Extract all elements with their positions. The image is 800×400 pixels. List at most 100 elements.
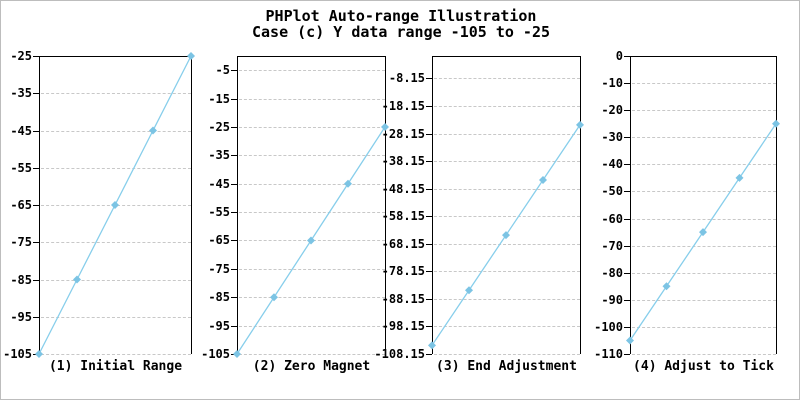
data-point-marker bbox=[73, 275, 81, 284]
y-tick-mark bbox=[624, 327, 630, 328]
y-gridline bbox=[41, 168, 191, 169]
y-tick-label: -95 bbox=[208, 319, 230, 333]
y-gridline bbox=[41, 242, 191, 243]
y-gridline bbox=[434, 78, 580, 79]
y-tick-mark bbox=[624, 219, 630, 220]
y-tick-label: -38.15 bbox=[381, 154, 425, 168]
y-gridline bbox=[239, 354, 385, 355]
y-tick-label: -58.15 bbox=[381, 209, 425, 223]
y-tick-label: -65 bbox=[10, 198, 32, 212]
data-point-marker bbox=[270, 293, 278, 302]
y-gridline bbox=[434, 161, 580, 162]
y-tick-mark bbox=[33, 93, 39, 94]
y-tick-mark bbox=[426, 134, 432, 135]
y-tick-mark bbox=[624, 300, 630, 301]
y-tick-mark bbox=[231, 269, 237, 270]
y-tick-mark bbox=[231, 155, 237, 156]
y-tick-mark bbox=[231, 297, 237, 298]
data-point-marker bbox=[35, 350, 43, 358]
y-tick-label: -50 bbox=[601, 184, 623, 198]
y-tick-label: -35 bbox=[10, 86, 32, 100]
y-tick-label: -100 bbox=[594, 320, 623, 334]
y-tick-mark bbox=[426, 299, 432, 300]
y-gridline bbox=[632, 273, 776, 274]
y-gridline bbox=[434, 299, 580, 300]
y-gridline bbox=[632, 354, 776, 355]
y-tick-mark bbox=[426, 244, 432, 245]
y-tick-mark bbox=[33, 280, 39, 281]
y-gridline bbox=[239, 212, 385, 213]
y-tick-mark bbox=[33, 56, 39, 57]
y-tick-label: -88.15 bbox=[381, 292, 425, 306]
y-tick-mark bbox=[426, 326, 432, 327]
y-tick-mark bbox=[426, 161, 432, 162]
y-tick-mark bbox=[33, 168, 39, 169]
y-tick-mark bbox=[231, 326, 237, 327]
y-tick-mark bbox=[33, 317, 39, 318]
plot-area-3 bbox=[432, 56, 581, 354]
y-tick-mark bbox=[624, 137, 630, 138]
y-tick-label: -25 bbox=[10, 49, 32, 63]
y-tick-mark bbox=[33, 131, 39, 132]
data-point-marker bbox=[662, 282, 671, 291]
y-gridline bbox=[632, 327, 776, 328]
y-tick-mark bbox=[231, 127, 237, 128]
y-tick-label: -85 bbox=[10, 273, 32, 287]
y-tick-label: -75 bbox=[10, 235, 32, 249]
y-tick-mark bbox=[33, 242, 39, 243]
y-gridline bbox=[239, 326, 385, 327]
data-series-3 bbox=[428, 120, 584, 350]
y-tick-label: -68.15 bbox=[381, 237, 425, 251]
y-tick-mark bbox=[624, 273, 630, 274]
data-series-1 bbox=[35, 52, 195, 358]
y-tick-label: -8.15 bbox=[388, 71, 425, 85]
data-point-marker bbox=[502, 231, 510, 240]
x-axis-title-3: (3) End Adjustment bbox=[436, 359, 577, 374]
y-gridline bbox=[434, 244, 580, 245]
y-tick-label: -75 bbox=[208, 262, 230, 276]
plot-area-4 bbox=[630, 56, 777, 354]
y-gridline bbox=[41, 317, 191, 318]
y-tick-label: -55 bbox=[208, 205, 230, 219]
data-series-2 bbox=[233, 122, 389, 358]
y-tick-label: -28.15 bbox=[381, 127, 425, 141]
y-tick-mark bbox=[426, 271, 432, 272]
y-tick-label: -25 bbox=[208, 120, 230, 134]
data-point-marker bbox=[626, 336, 634, 345]
y-gridline bbox=[632, 191, 776, 192]
plot-area-2 bbox=[237, 56, 386, 354]
y-tick-mark bbox=[231, 212, 237, 213]
chart-title-line1: PHPlot Auto-range Illustration bbox=[265, 7, 537, 25]
y-tick-label: -48.15 bbox=[381, 182, 425, 196]
y-tick-label: -110 bbox=[594, 347, 623, 361]
y-tick-label: -40 bbox=[601, 157, 623, 171]
y-tick-mark bbox=[624, 110, 630, 111]
y-gridline bbox=[239, 184, 385, 185]
y-tick-mark bbox=[33, 205, 39, 206]
y-tick-mark bbox=[231, 184, 237, 185]
data-point-marker bbox=[772, 119, 780, 128]
y-tick-mark bbox=[624, 164, 630, 165]
data-point-marker bbox=[149, 126, 157, 135]
y-gridline bbox=[41, 131, 191, 132]
y-gridline bbox=[632, 246, 776, 247]
y-gridline bbox=[632, 164, 776, 165]
y-tick-label: -85 bbox=[208, 290, 230, 304]
y-gridline bbox=[434, 326, 580, 327]
y-tick-label: -105 bbox=[3, 347, 32, 361]
data-point-marker bbox=[187, 52, 195, 60]
y-tick-label: -45 bbox=[10, 124, 32, 138]
y-tick-label: -98.15 bbox=[381, 319, 425, 333]
y-tick-mark bbox=[426, 78, 432, 79]
y-gridline bbox=[632, 219, 776, 220]
data-point-marker bbox=[233, 350, 241, 358]
y-gridline bbox=[434, 216, 580, 217]
y-gridline bbox=[434, 354, 580, 355]
x-axis-title-4: (4) Adjust to Tick bbox=[633, 359, 774, 374]
y-gridline bbox=[41, 354, 191, 355]
data-point-marker bbox=[344, 179, 352, 188]
y-tick-mark bbox=[624, 56, 630, 57]
data-point-marker bbox=[465, 286, 473, 295]
data-point-marker bbox=[735, 173, 744, 182]
